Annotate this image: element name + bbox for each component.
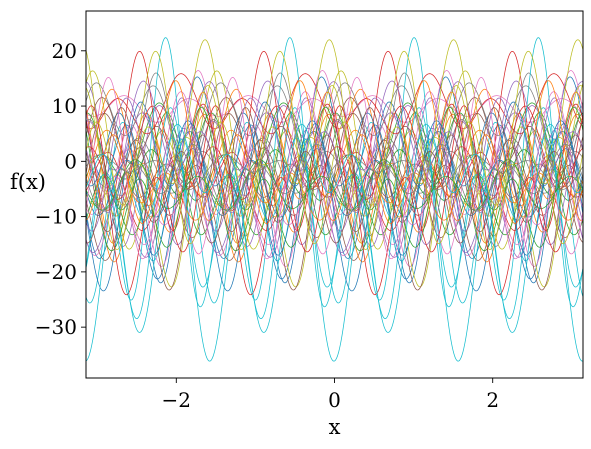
y-tick-label: −30 — [35, 315, 77, 339]
x-axis-label: x — [329, 415, 341, 439]
y-tick-label: −20 — [35, 260, 77, 284]
series-line-46 — [86, 107, 583, 244]
y-tick-label: −10 — [35, 205, 77, 229]
y-axis-label: f(x) — [10, 170, 46, 194]
series-line-38 — [86, 154, 583, 191]
x-axis-ticks: −2 0 2 — [162, 378, 499, 412]
series-line-41 — [86, 112, 583, 256]
series-line-26 — [86, 112, 583, 239]
series-line-49 — [86, 50, 583, 245]
series-line-48 — [86, 143, 583, 212]
x-tick-label: 2 — [486, 388, 499, 412]
series-line-42 — [86, 80, 583, 224]
series-line-21 — [86, 101, 583, 292]
y-tick-label: 20 — [52, 39, 77, 63]
series-lines — [86, 37, 583, 362]
y-axis-ticks: −30 −20 −10 0 10 20 — [35, 39, 86, 339]
x-tick-label: 0 — [328, 388, 341, 412]
series-line-35 — [86, 97, 583, 232]
series-line-27 — [86, 70, 583, 267]
series-line-44 — [86, 105, 583, 296]
series-line-24 — [86, 50, 583, 231]
series-line-29 — [86, 85, 583, 288]
x-tick-label: −2 — [162, 388, 191, 412]
series-line-33 — [86, 106, 583, 252]
y-tick-label: 10 — [52, 94, 77, 118]
series-line-14 — [86, 73, 583, 135]
series-line-9 — [86, 70, 583, 250]
series-line-19 — [86, 137, 583, 218]
series-line-45 — [86, 80, 583, 213]
y-tick-label: 0 — [64, 149, 77, 173]
series-line-50 — [86, 123, 583, 333]
series-line-47 — [86, 77, 583, 260]
